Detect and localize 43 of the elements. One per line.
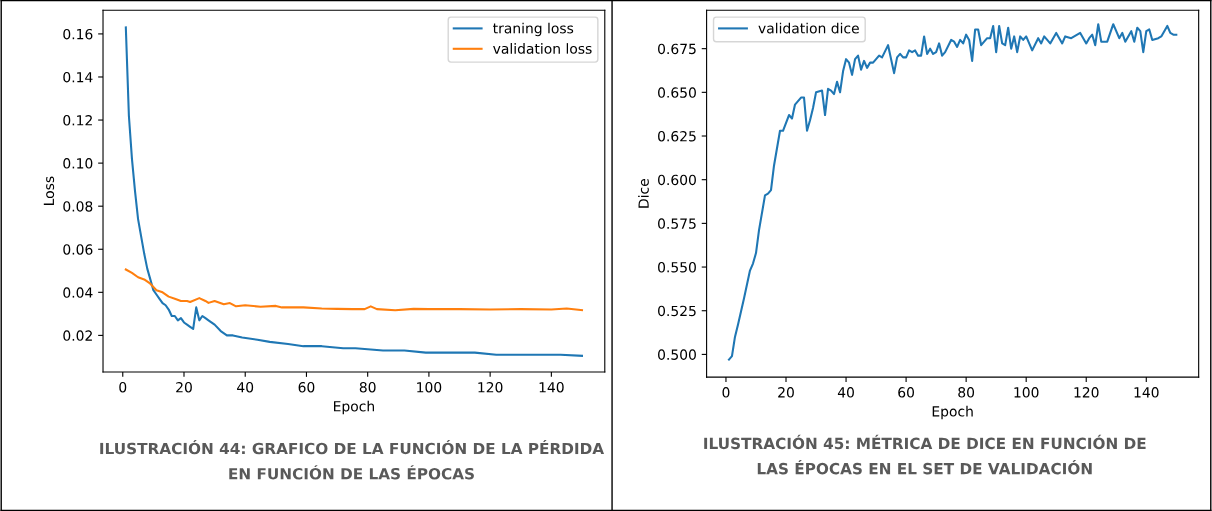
y-tick-label: 0.575: [658, 218, 696, 229]
line-series: [727, 23, 1178, 361]
y-tick-label: 0.675: [658, 43, 696, 55]
y-tick-label: 0.12: [63, 115, 92, 126]
y-tick-label: 0.625: [658, 130, 696, 142]
text: ILUSTRACIÓN 44: GRAFICO DE LA FUNCIÓN DE LA PÉRDIDA EN FUNCIÓN DE LAS ÉPOCAS: [100, 439, 605, 480]
y-tick-label: 0.08: [63, 201, 93, 212]
text: ILUSTRACIÓN 45: MÉTRICA DE DICE EN FUNCIÓN DE LAS ÉPOCAS EN EL SET DE VALIDACIÓN: [704, 434, 1146, 475]
x-tick-label: 80: [958, 387, 975, 398]
x-tick-label: 120: [478, 381, 503, 393]
y-tick-label: 0.04: [63, 287, 93, 298]
line-series: [124, 268, 584, 312]
y-tick-label: 0.06: [63, 244, 93, 255]
x-tick-label: 100: [1014, 387, 1039, 398]
y-tick-label: 0.550: [658, 262, 696, 273]
x-tick-label: 100: [417, 381, 442, 393]
x-tick-label: 40: [837, 387, 854, 398]
y-axis-title: Dice: [638, 179, 649, 208]
x-tick-label: 20: [778, 387, 794, 398]
y-tick-label: 0.525: [658, 305, 696, 317]
y-tick-label: 0.16: [63, 28, 93, 40]
y-axis-title: Loss: [43, 176, 55, 205]
x-tick-label: 80: [359, 381, 376, 393]
y-tick-label: 0.500: [658, 349, 696, 360]
legend-label: validation loss: [493, 43, 592, 54]
legend-label: traning loss: [493, 22, 574, 37]
x-tick-label: 60: [298, 381, 315, 393]
y-tick-label: 0.650: [658, 87, 696, 98]
legend-label: validation dice: [758, 22, 859, 34]
x-tick-label: 0: [722, 387, 730, 398]
y-tick-label: 0.02: [63, 330, 92, 341]
x-tick-label: 120: [1074, 387, 1099, 398]
x-axis-title: Epoch: [932, 405, 973, 420]
x-tick-label: 140: [539, 381, 564, 393]
x-tick-label: 140: [1134, 387, 1159, 398]
y-tick-label: 0.14: [63, 71, 93, 83]
x-axis-title: Epoch: [334, 400, 374, 415]
x-tick-label: 40: [237, 381, 254, 393]
y-tick-label: 0.10: [63, 158, 93, 169]
y-tick-label: 0.600: [658, 174, 696, 186]
x-tick-label: 0: [119, 381, 127, 393]
x-tick-label: 20: [176, 381, 192, 393]
x-tick-label: 60: [898, 387, 915, 398]
